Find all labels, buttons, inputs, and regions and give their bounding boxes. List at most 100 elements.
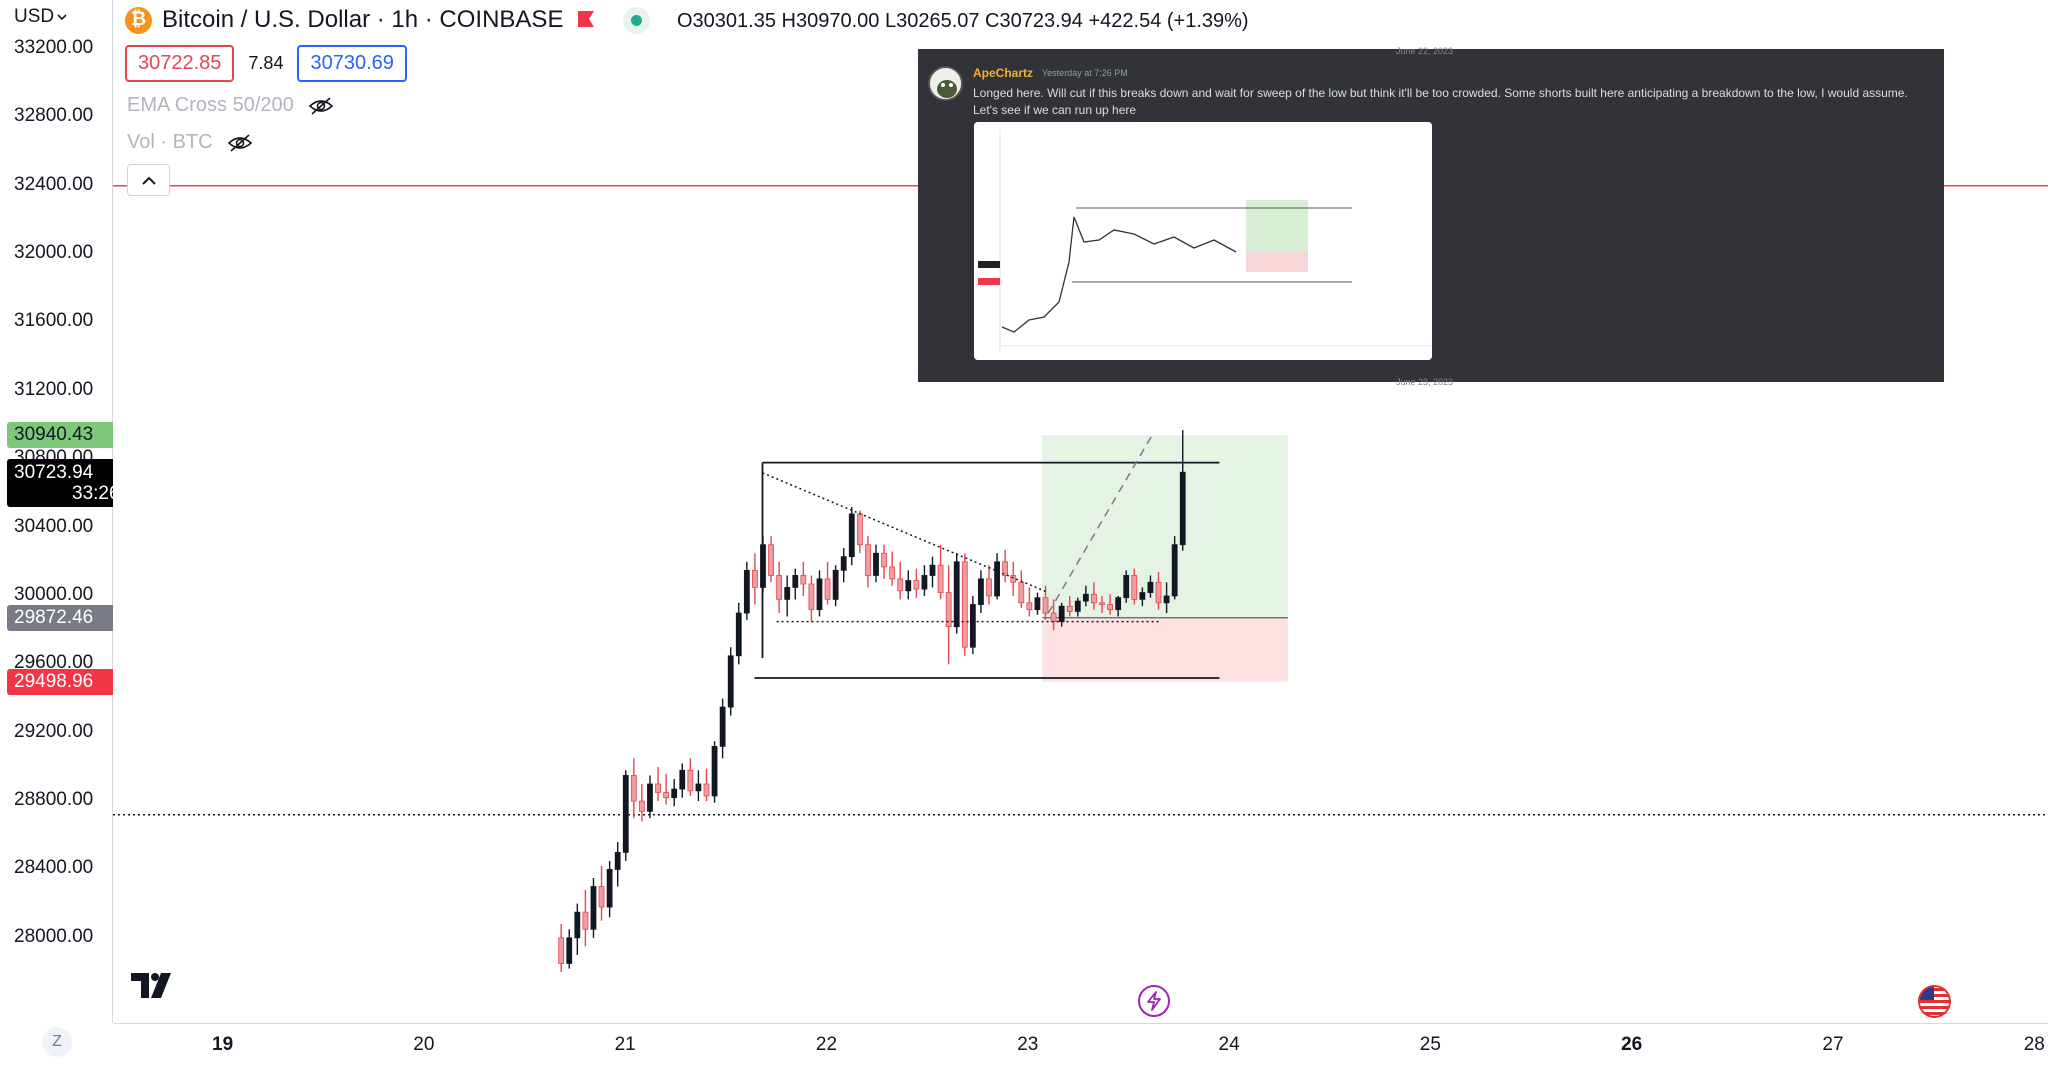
- projection-line: [1047, 433, 1154, 614]
- y-tick-label: 32400.00: [14, 173, 94, 195]
- candle-body: [1002, 561, 1009, 576]
- indicator-label: EMA Cross 50/200: [127, 94, 294, 116]
- username: ApeChartz: [973, 66, 1034, 80]
- candle-body: [655, 783, 661, 793]
- lightning-icon[interactable]: [1138, 985, 1170, 1017]
- last-price-value: 30723.94: [14, 462, 94, 484]
- eye-hidden-icon[interactable]: [227, 133, 253, 153]
- stop-price-tag: 29498.96: [7, 668, 113, 695]
- candle-body: [800, 575, 807, 585]
- x-tick-label: 19: [212, 1034, 234, 1055]
- candle-body: [840, 556, 847, 571]
- candle-body: [1010, 575, 1017, 583]
- candle-body: [921, 575, 928, 590]
- candle-body: [929, 564, 936, 576]
- candle-body: [768, 544, 774, 576]
- eye-hidden-icon[interactable]: [308, 96, 334, 116]
- sell-button[interactable]: 30722.85: [125, 45, 235, 82]
- candle-body: [727, 655, 734, 708]
- price-axis[interactable]: USD 33200.00 32800.00 32400.00 32000.00 3160…: [0, 0, 113, 1023]
- y-tick-label: 28800.00: [14, 789, 94, 811]
- candle-body: [1139, 592, 1146, 600]
- candle-body: [1155, 581, 1162, 604]
- candle-body: [1026, 602, 1033, 611]
- candle-body: [566, 937, 573, 964]
- y-tick-label: 28000.00: [14, 925, 94, 947]
- symbol-legend[interactable]: ₿ Bitcoin / U.S. Dollar · 1h · COINBASE: [125, 6, 651, 34]
- bid-ask-panel[interactable]: 30722.85 7.84 30730.69: [125, 45, 407, 82]
- candle-body: [630, 775, 637, 802]
- candle-body: [1099, 602, 1105, 605]
- candle-body: [969, 604, 976, 648]
- candle-body: [832, 569, 839, 600]
- candle-body: [776, 575, 783, 600]
- indicator-ema-cross[interactable]: EMA Cross 50/200: [127, 94, 334, 117]
- symbol-title[interactable]: Bitcoin / U.S. Dollar · 1h · COINBASE: [162, 6, 564, 33]
- candle-body: [1171, 544, 1178, 597]
- descending-trendline: [762, 472, 1049, 594]
- y-tick-label: 31200.00: [14, 378, 94, 400]
- candle-body: [937, 564, 944, 593]
- time-axis[interactable]: 19 20 21 22 23 24 25 26 27 28: [113, 1023, 2048, 1065]
- candle-body: [582, 911, 589, 930]
- candle-body: [1066, 605, 1073, 612]
- candle-body: [574, 911, 581, 939]
- candle-body: [752, 569, 758, 588]
- indicator-volume[interactable]: Vol · BTC: [127, 131, 253, 154]
- candle-body: [671, 788, 678, 799]
- candle-body: [735, 612, 742, 657]
- candle-body: [978, 578, 984, 605]
- embedded-chat-screenshot: June 22, 2023 ApeChartz Yesterday at 7:2…: [918, 46, 1944, 387]
- candle-body: [865, 544, 871, 576]
- candle-body: [598, 886, 605, 908]
- us-flag-icon[interactable]: [1918, 985, 1951, 1018]
- x-tick-label: 20: [413, 1034, 435, 1055]
- candle-body: [816, 578, 823, 611]
- candle-body: [558, 937, 565, 964]
- ohlc-values: O30301.35 H30970.00 L30265.07 C30723.94 …: [677, 10, 1249, 32]
- timezone-button[interactable]: Z: [42, 1027, 72, 1057]
- candle-body: [792, 575, 799, 588]
- entry-price-tag: 29872.46: [7, 604, 113, 631]
- collapse-legend-button[interactable]: [127, 164, 170, 196]
- candle-body: [1123, 575, 1130, 599]
- x-tick-label: 26: [1621, 1034, 1643, 1055]
- candle-body: [1131, 575, 1138, 600]
- candle-body: [808, 583, 815, 611]
- candle-body: [913, 580, 920, 590]
- date-divider: June 22, 2023: [1396, 46, 1454, 56]
- spread-value: 7.84: [248, 53, 284, 73]
- message-text: Longed here. Will cut if this breaks dow…: [973, 86, 1908, 117]
- candle-body: [994, 561, 1000, 597]
- avatar: [928, 66, 963, 101]
- candle-body: [986, 578, 992, 597]
- attached-chart-thumbnail: [974, 122, 1432, 360]
- currency-label: USD: [14, 6, 55, 27]
- candle-body: [1050, 612, 1057, 623]
- y-tick-label: 31600.00: [14, 310, 94, 332]
- candle-body: [647, 783, 653, 812]
- y-tick-label: 29600.00: [14, 652, 94, 674]
- flag-icon[interactable]: [577, 10, 595, 30]
- target-price-tag: 30940.43: [7, 422, 113, 449]
- candle-body: [1147, 581, 1154, 593]
- x-tick-label: 25: [1419, 1034, 1441, 1055]
- candle-body: [687, 769, 694, 792]
- candle-body: [606, 869, 613, 908]
- candle-body: [1034, 597, 1041, 611]
- buy-button[interactable]: 30730.69: [297, 45, 407, 82]
- market-status-icon[interactable]: [623, 6, 651, 34]
- x-tick-label: 22: [815, 1034, 838, 1055]
- candle-body: [1018, 581, 1025, 604]
- tradingview-logo-icon[interactable]: [131, 973, 179, 998]
- y-tick-label: 32800.00: [14, 105, 94, 127]
- candle-body: [703, 783, 710, 797]
- indicator-label: Vol · BTC: [127, 131, 213, 153]
- candle-body: [1115, 597, 1122, 611]
- currency-select[interactable]: USD: [14, 6, 67, 28]
- candle-body: [881, 552, 887, 568]
- candle-body: [614, 851, 621, 870]
- candle-body: [695, 783, 702, 792]
- long-position-target-zone: [1042, 435, 1288, 618]
